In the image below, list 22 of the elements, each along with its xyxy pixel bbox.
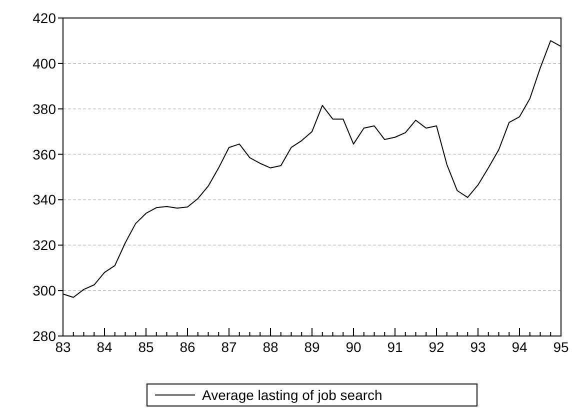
x-tick-label: 86	[180, 339, 196, 355]
y-tick-label: 280	[32, 328, 56, 344]
legend-label: Average lasting of job search	[202, 387, 382, 403]
y-tick-label: 340	[32, 192, 56, 208]
x-tick-label: 84	[96, 339, 112, 355]
x-tick-label: 90	[346, 339, 362, 355]
y-tick-label: 420	[32, 10, 56, 26]
y-tick-label: 320	[32, 237, 56, 254]
x-tick-label: 92	[428, 339, 444, 355]
x-tick-label: 85	[138, 339, 154, 355]
y-tick-label: 380	[32, 100, 56, 117]
x-tick-label: 95	[553, 339, 569, 355]
x-tick-label: 93	[470, 339, 486, 355]
x-tick-label: 87	[221, 339, 237, 355]
y-tick-label: 400	[32, 55, 56, 72]
x-tick-label: 94	[512, 339, 528, 355]
x-tick-label: 91	[387, 339, 403, 355]
x-tick-label: 88	[262, 339, 278, 355]
y-tick-label: 360	[32, 146, 56, 162]
x-tick-label: 89	[304, 339, 320, 355]
y-tick-label: 300	[32, 282, 56, 299]
x-tick-label: 83	[55, 339, 71, 355]
